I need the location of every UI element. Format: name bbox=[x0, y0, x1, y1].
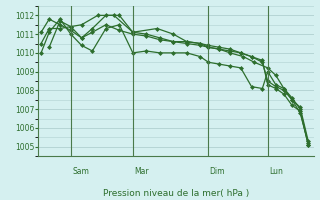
Text: Mar: Mar bbox=[134, 167, 149, 176]
Text: Lun: Lun bbox=[269, 167, 283, 176]
Text: Sam: Sam bbox=[72, 167, 89, 176]
Text: Dim: Dim bbox=[210, 167, 225, 176]
Text: Pression niveau de la mer( hPa ): Pression niveau de la mer( hPa ) bbox=[103, 189, 249, 198]
